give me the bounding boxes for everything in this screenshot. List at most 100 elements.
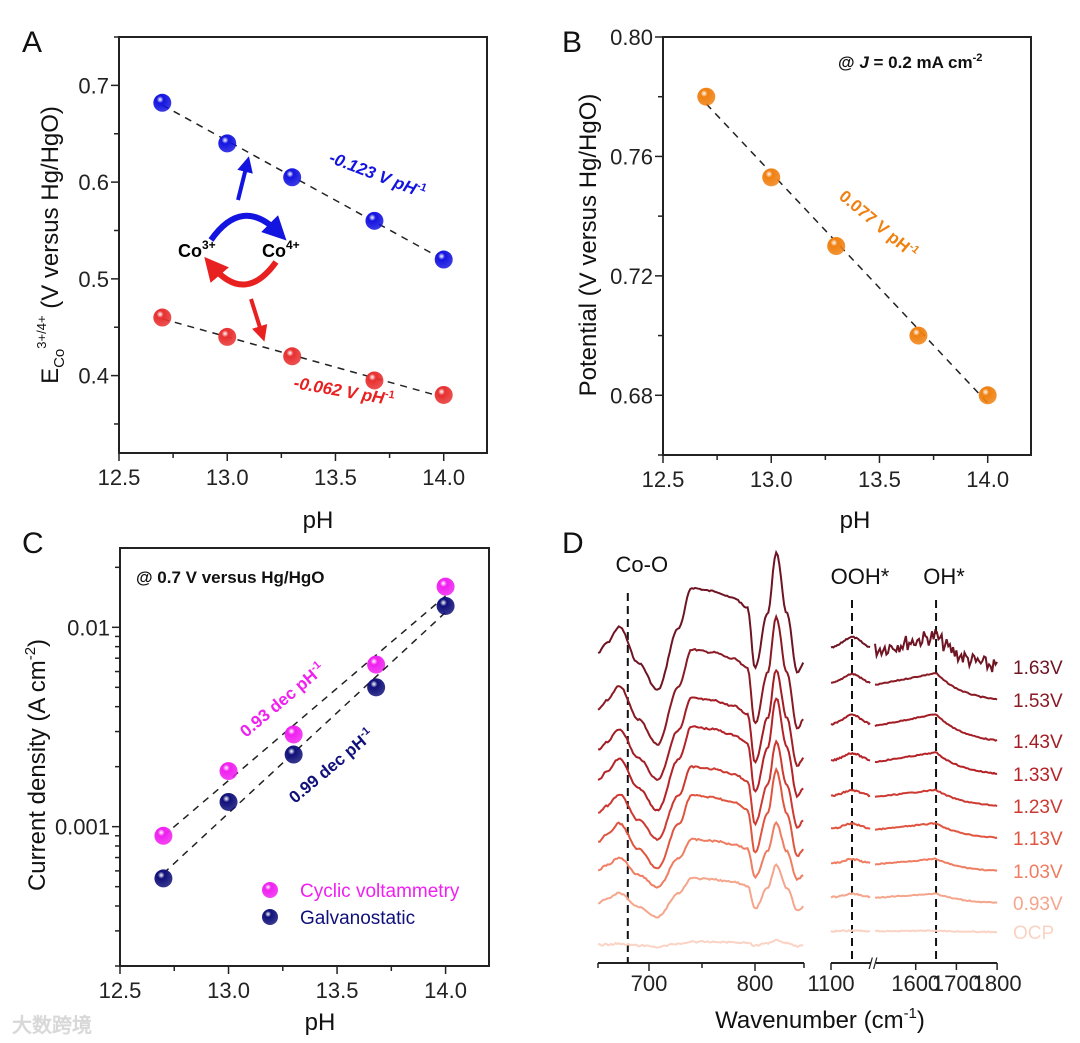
legend-label-cv: Cyclic voltammetry	[300, 881, 460, 902]
peak-marker-label: Co-O	[616, 552, 669, 577]
panel-d-xlabel: Wavenumber (cm-1)	[715, 1005, 925, 1034]
data-point	[283, 168, 302, 187]
data-point	[909, 326, 928, 345]
data-point	[219, 762, 238, 781]
x-tick-label: 1700	[932, 971, 981, 996]
data-point	[367, 678, 386, 697]
x-tick-label: 14.0	[424, 978, 467, 1003]
x-tick-label: 13.5	[316, 978, 359, 1003]
panel-c-xlabel: pH	[305, 1009, 336, 1036]
data-point	[827, 237, 846, 255]
spectrum-line-left	[598, 938, 804, 949]
panel-a-upper-slope: -0.123 V pH-1	[327, 147, 429, 202]
panel-c-chart: 12.5 13.0 13.5 14.0 0.001 0.01	[55, 547, 490, 1003]
spectrum-voltage-label: 1.43V	[1013, 732, 1063, 753]
spectrum-line-ooh	[830, 672, 871, 684]
data-point	[218, 134, 237, 153]
panel-a-chart: 12.5 13.0 13.5 14.0 0.4 0.5 0.6 0.7	[78, 36, 488, 490]
data-point	[436, 596, 455, 615]
y-tick-label: 0.80	[610, 25, 653, 50]
x-tick-label: 1100	[807, 971, 854, 996]
panel-label-d: D	[562, 527, 584, 560]
spectrum-line-left	[597, 863, 805, 919]
spectrum-line-oh	[874, 929, 998, 934]
fit-line	[161, 104, 445, 261]
data-point	[697, 87, 716, 106]
spectrum-line-ooh	[830, 713, 871, 726]
panel-b-ylabel: Potential (V versus Hg/HgO)	[575, 94, 602, 397]
plot-frame	[662, 36, 1032, 456]
spectrum-line-oh	[875, 672, 998, 701]
data-point	[762, 168, 781, 187]
x-tick-label: 1600	[891, 971, 940, 996]
panel-b-chart: 12.5 13.0 13.5 14.0 0.68 0.72 0.76 0.80	[610, 25, 1032, 492]
co4-label: Co4+	[262, 238, 300, 261]
spectrum-line-oh	[874, 822, 998, 840]
spectrum-voltage-label: OCP	[1013, 923, 1054, 944]
panel-c-condition: @ 0.7 V versus Hg/HgO	[136, 568, 325, 587]
y-tick-label: 0.5	[78, 267, 109, 292]
data-point	[154, 869, 173, 888]
spectrum-voltage-label: 1.03V	[1013, 862, 1063, 883]
panel-a-xlabel: pH	[303, 507, 334, 534]
spectrum-voltage-label: 1.63V	[1013, 658, 1063, 679]
spectrum-voltage-label: 1.23V	[1013, 797, 1063, 818]
panel-label-b: B	[562, 26, 582, 59]
x-tick-label: 12.5	[98, 465, 141, 490]
legend-marker-cv	[262, 882, 278, 898]
panel-label-a: A	[22, 26, 42, 59]
peak-marker-label: OH*	[923, 564, 965, 589]
data-point	[434, 250, 453, 269]
data-point	[154, 826, 173, 845]
spectrum-voltage-label: 1.13V	[1013, 829, 1063, 850]
y-tick-label: 0.76	[610, 144, 653, 169]
spectrum-line-ooh	[830, 892, 871, 899]
spectrum-line-ooh	[830, 928, 871, 934]
spectrum-line-left	[597, 820, 804, 889]
co3-label: Co3+	[178, 238, 216, 261]
y-tick-label: 0.68	[610, 383, 653, 408]
data-point	[365, 371, 384, 390]
data-point	[219, 792, 238, 811]
spectrum-line-oh	[874, 629, 998, 673]
data-point	[218, 327, 237, 346]
panel-c-ylabel: Current density (A cm-2)	[22, 639, 51, 891]
spectrum-voltage-label: 0.93V	[1013, 894, 1063, 915]
spectrum-1-03v: 1.03V	[597, 820, 1063, 889]
spectrum-line-left	[597, 668, 805, 782]
spectrum-voltage-label: 1.33V	[1013, 765, 1063, 786]
up-arrow-icon	[236, 156, 253, 201]
y-tick-label: 0.72	[610, 264, 653, 289]
spectrum-line-left	[598, 766, 804, 870]
spectrum-line-ooh	[830, 821, 871, 830]
reduction-arc-arrow	[204, 256, 279, 288]
panel-b-xlabel: pH	[840, 507, 871, 534]
y-tick-label: 0.4	[78, 364, 109, 389]
spectrum-1-33v: 1.33V	[597, 697, 1063, 812]
data-point	[978, 386, 997, 405]
spectrum-line-ooh	[831, 857, 871, 865]
spectrum-line-ooh	[830, 751, 871, 762]
data-point	[153, 308, 172, 327]
x-tick-label: 13.5	[314, 465, 357, 490]
data-point	[283, 347, 302, 366]
y-tick-label: 0.6	[78, 170, 109, 195]
legend-marker-galv	[262, 909, 278, 925]
panel-a-ylabel: ECo3+/4+ (V versus Hg/HgO)	[34, 106, 68, 384]
spectrum-line-left	[597, 697, 804, 812]
spectrum-line-oh	[874, 857, 998, 872]
fit-line	[162, 318, 444, 399]
plot-frame	[119, 547, 490, 967]
panel-b-condition: @ J = 0.2 mA cm-2	[838, 52, 982, 72]
co-redox-scheme: Co3+ Co4+	[178, 156, 300, 342]
spectrum-line-oh	[874, 788, 998, 808]
axis-break-mark: //	[869, 956, 878, 973]
x-tick-label: 13.0	[207, 978, 250, 1003]
down-arrow-icon	[249, 298, 268, 342]
data-point	[367, 655, 386, 674]
data-point	[434, 385, 453, 404]
fit-line	[162, 611, 447, 874]
data-point	[153, 93, 172, 112]
x-tick-label: 12.5	[642, 467, 685, 492]
